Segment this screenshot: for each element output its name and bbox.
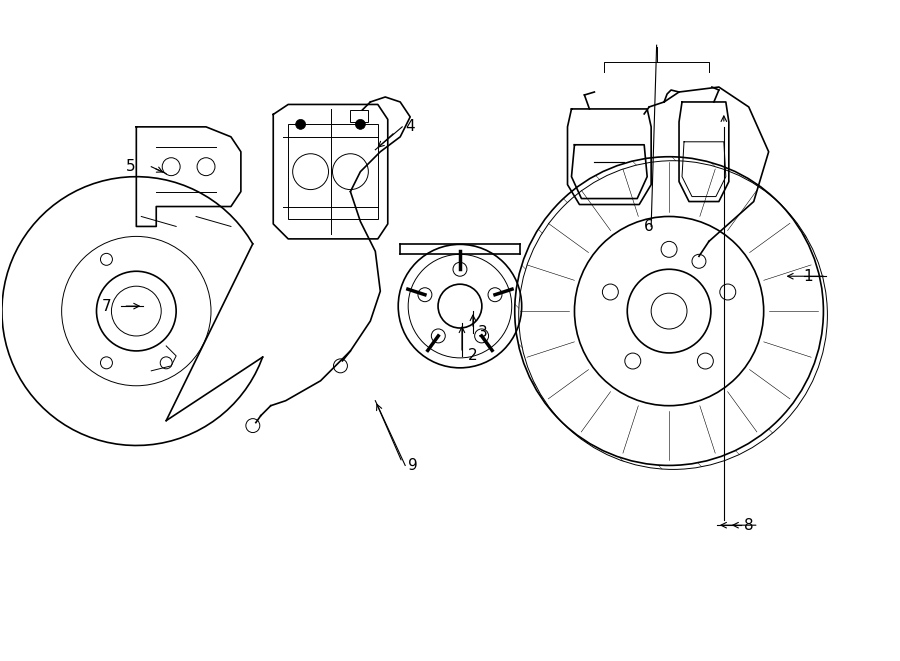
Text: 2: 2 bbox=[468, 348, 478, 364]
Text: 9: 9 bbox=[409, 458, 418, 473]
Text: 7: 7 bbox=[102, 299, 111, 313]
Circle shape bbox=[453, 262, 467, 276]
Text: 6: 6 bbox=[644, 219, 654, 234]
Circle shape bbox=[296, 120, 306, 130]
Text: 8: 8 bbox=[743, 518, 753, 533]
Circle shape bbox=[431, 329, 446, 343]
Text: 4: 4 bbox=[405, 120, 415, 134]
Circle shape bbox=[418, 288, 432, 301]
Circle shape bbox=[488, 288, 502, 301]
Text: 1: 1 bbox=[804, 269, 813, 284]
Circle shape bbox=[356, 120, 365, 130]
Circle shape bbox=[474, 329, 489, 343]
Text: 3: 3 bbox=[478, 325, 488, 340]
Text: 5: 5 bbox=[126, 159, 136, 175]
